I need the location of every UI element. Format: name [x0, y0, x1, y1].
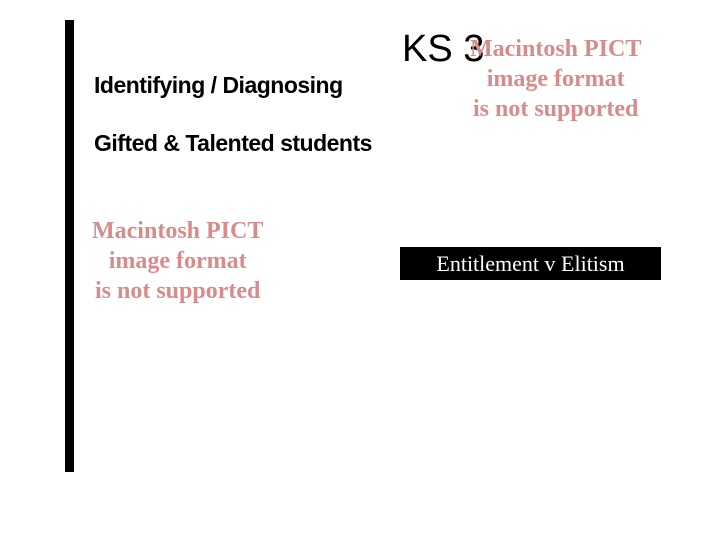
entitlement-elitism-text: Entitlement v Elitism [436, 251, 624, 277]
pict-error-line: is not supported [470, 94, 641, 124]
pict-error-line: Macintosh PICT [92, 216, 263, 246]
pict-error-line: image format [470, 64, 641, 94]
title-line-1: Identifying / Diagnosing [94, 72, 343, 99]
vertical-bar [65, 20, 74, 472]
pict-error-line: Macintosh PICT [470, 34, 641, 64]
title-line-2: Gifted & Talented students [94, 130, 372, 157]
pict-error-line: image format [92, 246, 263, 276]
pict-error-top: Macintosh PICT image format is not suppo… [470, 34, 641, 124]
entitlement-elitism-box: Entitlement v Elitism [400, 247, 661, 280]
slide: Identifying / Diagnosing Gifted & Talent… [0, 0, 720, 540]
pict-error-line: is not supported [92, 276, 263, 306]
pict-error-bottom: Macintosh PICT image format is not suppo… [92, 216, 263, 306]
